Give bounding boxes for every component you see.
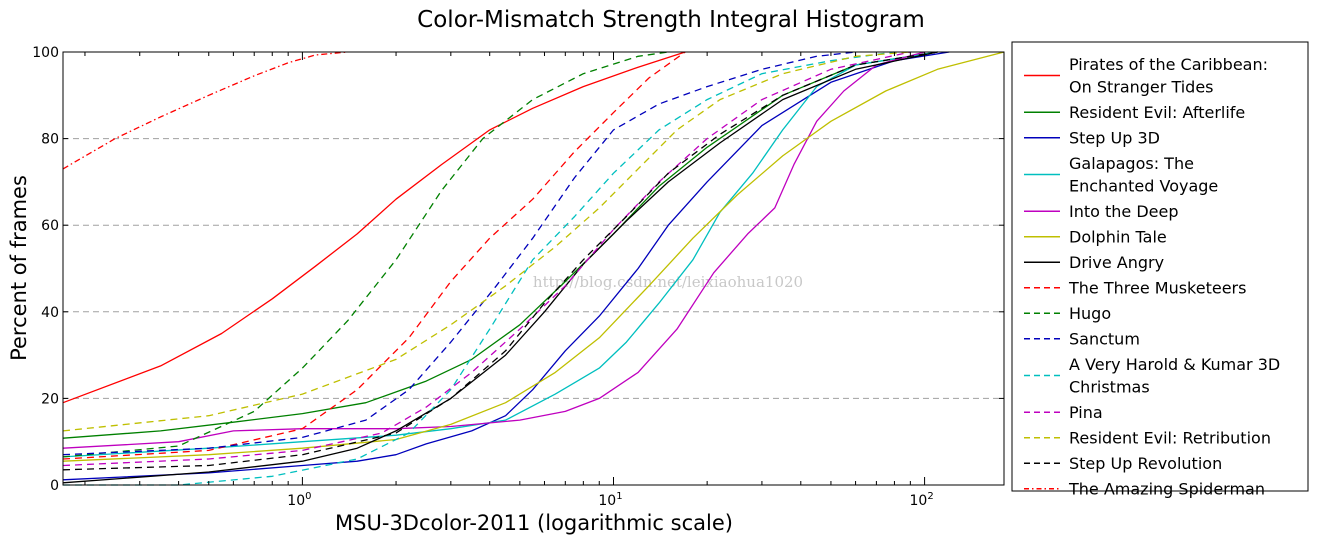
legend-label-6: Dolphin Tale [1069,228,1167,247]
series-line-9 [62,51,669,458]
y-tick-label: 20 [41,391,59,407]
legend-label-13: Resident Evil: Retribution [1069,429,1271,448]
series-line-4 [62,51,938,458]
x-axis-label: MSU-3Dcolor-2011 (logarithmic scale) [335,511,733,535]
y-tick-label: 60 [41,218,59,234]
series-line-5 [62,51,925,449]
series-line-6 [62,51,1005,462]
legend-label-8: The Three Musketeers [1068,279,1246,298]
series-line-8 [62,51,686,460]
series-line-13 [62,51,911,432]
plot-frame [62,51,1005,486]
legend-label-1: Pirates of the Caribbean: On Stranger Tid… [1069,55,1268,97]
legend-label-2: Resident Evil: Afterlife [1069,103,1245,122]
watermark: http://blog.csdn.net/leixiaohua1020 [533,273,803,291]
legend-label-14: Step Up Revolution [1069,454,1222,473]
chart-title: Color-Mismatch Strength Integral Histogr… [417,7,925,33]
y-tick-label: 80 [41,132,59,148]
series-line-2 [62,51,938,439]
series-line-1 [62,51,686,404]
legend-label-5: Into the Deep [1069,202,1179,221]
series-lines [62,51,1005,486]
legend-label-12: Pina [1069,403,1103,422]
legend-label-4: Galapagos: The Enchanted Voyage [1069,154,1218,196]
series-line-10 [62,51,856,456]
grid [63,138,1004,399]
watermark-text: http://blog.csdn.net/leixiaohua1020 [533,273,803,291]
y-tick-label: 0 [50,478,59,494]
legend-label-9: Hugo [1069,304,1111,323]
legend-label-11: A Very Harold & Kumar 3D Christmas [1069,355,1280,397]
x-tick-label: 100 [287,491,311,509]
series-line-14 [62,51,938,471]
series-line-3 [62,51,950,481]
x-tick-label: 101 [598,491,622,509]
legend-label-15: The Amazing Spiderman [1068,480,1265,499]
series-line-11 [63,51,895,486]
series-line-15 [62,51,348,170]
y-tick-label: 40 [41,305,59,321]
legend-label-10: Sanctum [1069,330,1140,349]
legend-box [1011,41,1309,492]
legend-label-7: Drive Angry [1069,253,1164,272]
x-tick-label: 102 [909,491,933,509]
legend: Pirates of the Caribbean: On Stranger Tid… [1011,41,1309,499]
series-line-12 [62,51,911,467]
axes: 0 20 40 60 80 100 100 101 102 [32,45,1005,509]
y-tick-label: 100 [32,45,59,61]
series-line-7 [62,51,938,484]
y-axis-label: Percent of frames [7,175,31,361]
legend-label-3: Step Up 3D [1069,129,1160,148]
